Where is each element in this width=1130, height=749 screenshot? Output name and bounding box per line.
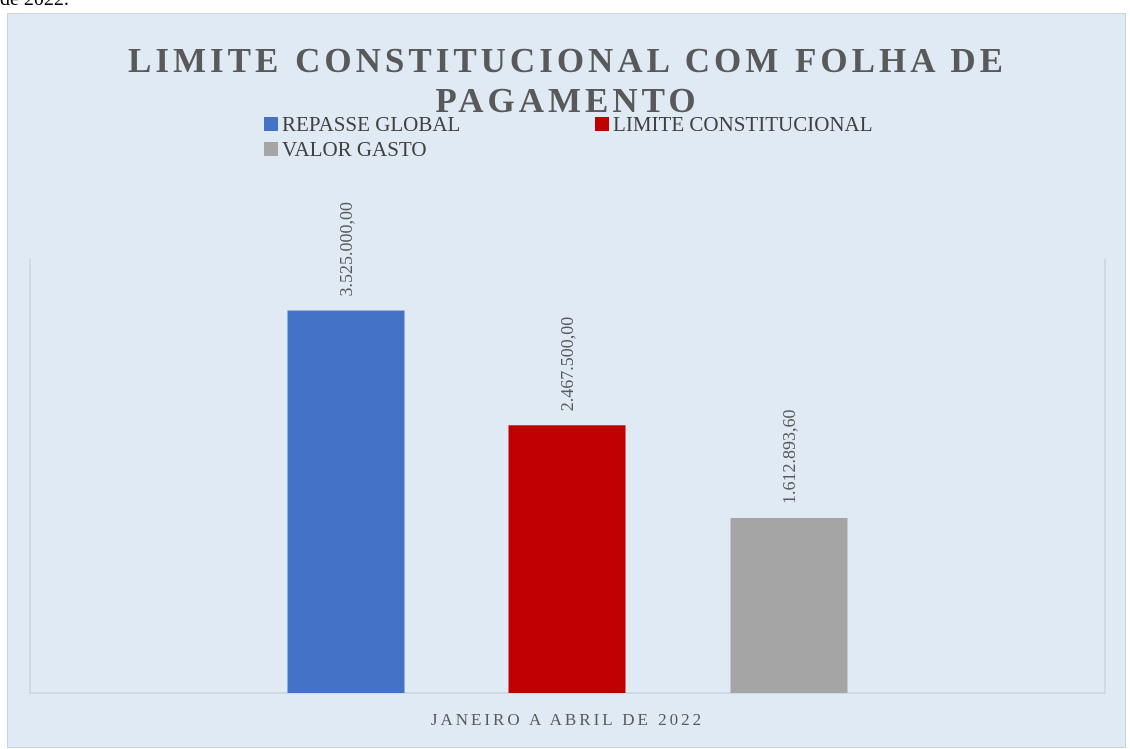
chart-title: LIMITE CONSTITUCIONAL COM FOLHA DE PAGAM… [128,41,1007,120]
bar-valor-gasto [730,518,848,693]
legend-label-repasse-global: REPASSE GLOBAL [282,111,461,136]
legend-swatch-valor-gasto [264,142,278,156]
chart-panel: LIMITE CONSTITUCIONAL COM FOLHA DE PAGAM… [7,13,1126,748]
x-category-label: JANEIRO A ABRIL DE 2022 [430,710,705,729]
page-prefix-text: de 2022. [0,0,69,11]
data-label-valor-gasto: 1.612.893,60 [779,410,799,505]
legend-item-limite-constitucional: LIMITE CONSTITUCIONAL [595,111,873,136]
legend-swatch-limite-constitucional [595,117,609,131]
legend-item-repasse-global: REPASSE GLOBAL [264,111,461,136]
data-label-repasse-global: 3.525.000,00 [336,202,356,297]
legend-swatch-repasse-global [264,117,278,131]
legend-label-limite-constitucional: LIMITE CONSTITUCIONAL [613,111,873,136]
data-label-limite-constitucional: 2.467.500,00 [557,317,577,412]
legend-label-valor-gasto: VALOR GASTO [282,136,427,161]
legend-item-valor-gasto: VALOR GASTO [264,136,427,161]
bar-chart-plot: 3.525.000,00 2.467.500,00 1.612.893,60 [29,202,1106,694]
bar-repasse-global [287,310,405,693]
bar-limite-constitucional [508,425,626,693]
